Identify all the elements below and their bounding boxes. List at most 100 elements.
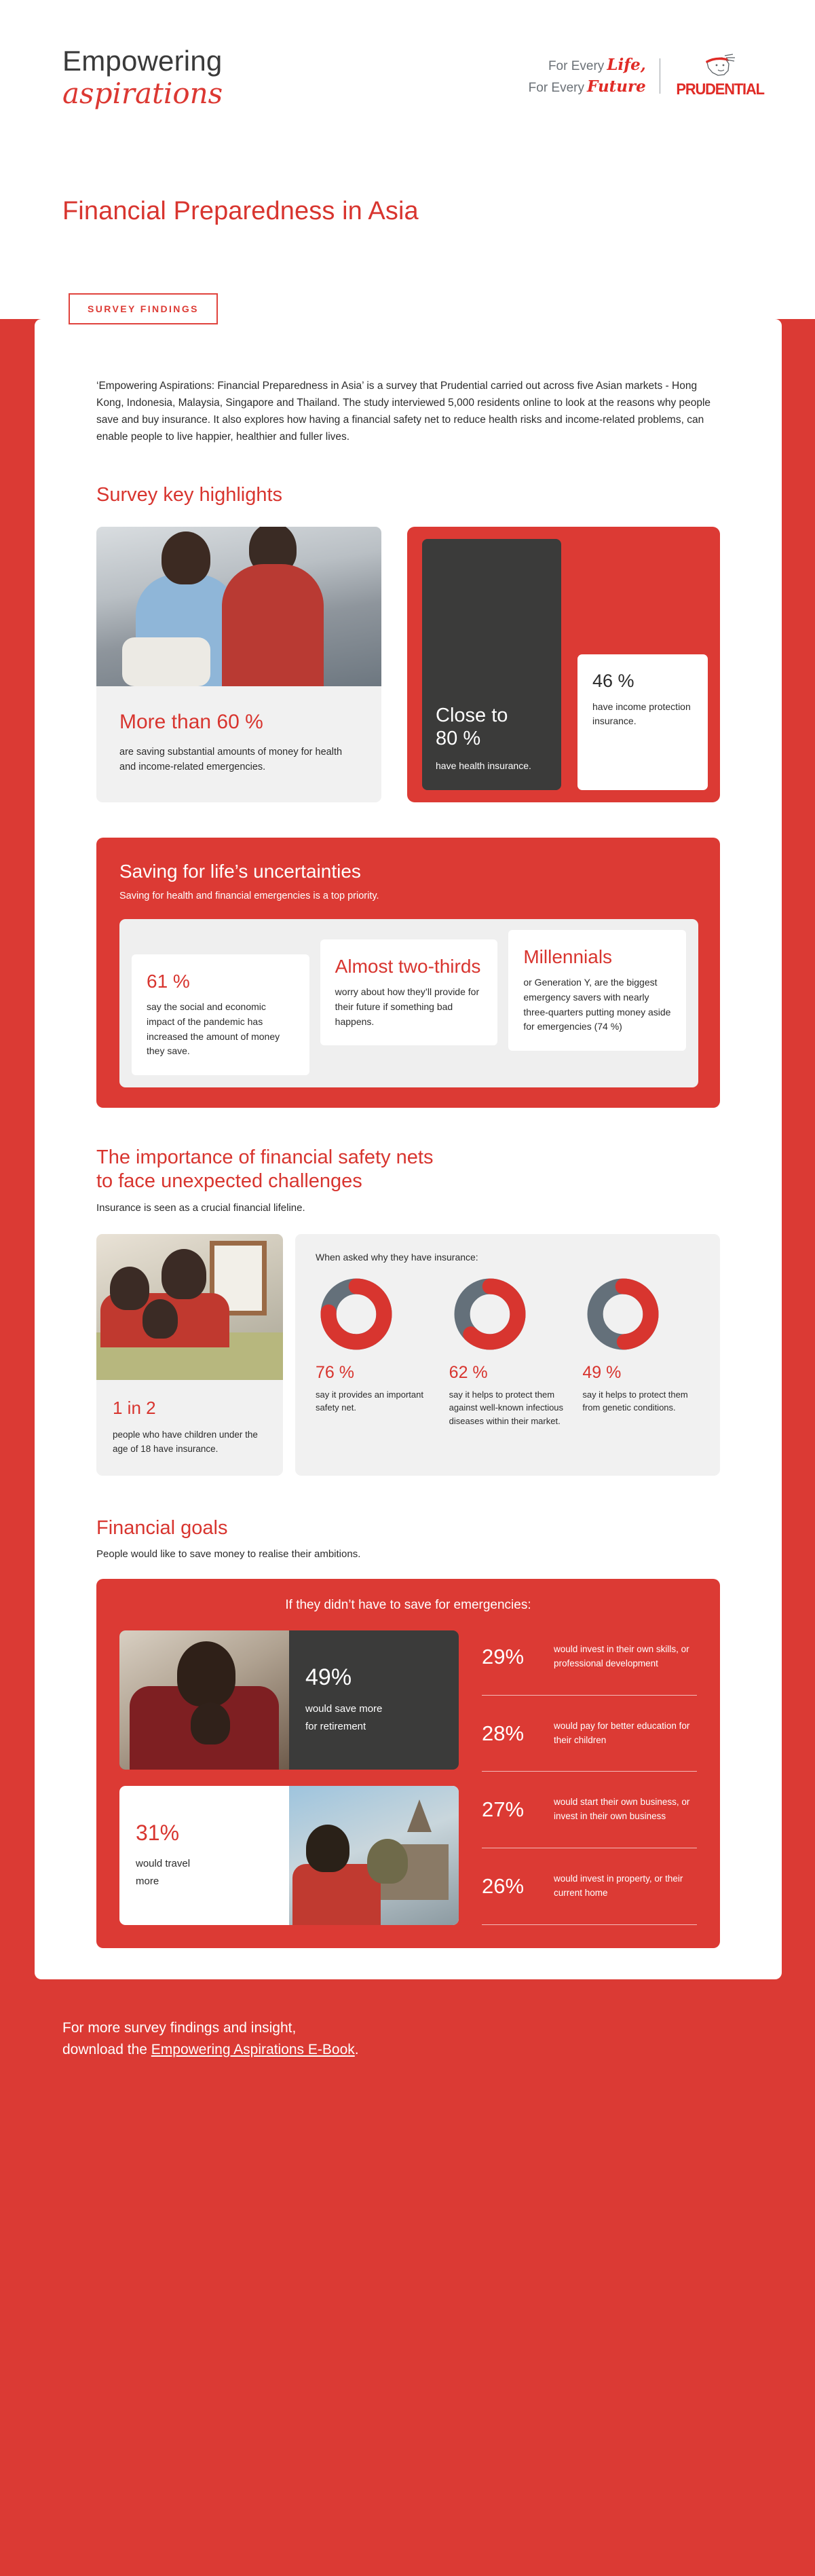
saving-red-panel: Saving for life’s uncertainties Saving f… (96, 837, 720, 1108)
stat-more-than-60-caption: are saving substantial amounts of money … (119, 746, 343, 773)
donut-annotation-49: say it helps to protect them from geneti… (582, 1389, 688, 1413)
photo-mother-two-children (96, 1233, 283, 1380)
goal-description: would invest in their own skills, or pro… (554, 1643, 689, 1668)
tagline-row-2: For Every Future (529, 76, 646, 97)
saving-card-text: or Generation Y, are the biggest emergen… (523, 977, 671, 1032)
donut-chart-item: 76 % say it provides an important safety… (316, 1277, 434, 1428)
goal-list-item: 29% would invest in their own skills, or… (482, 1633, 697, 1681)
goal-percent: 29% (482, 1644, 525, 1668)
donut-svg-76 (320, 1278, 392, 1350)
decor-head-child-2 (143, 1299, 178, 1339)
decor-head-right (249, 526, 297, 574)
stat-1-in-2: 1 in 2 (113, 1397, 156, 1418)
stat-1-in-2-caption: people who have children under the age o… (113, 1429, 258, 1454)
saving-card-stat: 61 % (147, 970, 190, 992)
photo-two-men-phone (96, 526, 381, 686)
goal-divider (482, 1694, 697, 1696)
donut-label-76: 76 % (316, 1362, 354, 1382)
highlights-section: Survey key highlights More than 60 % are… (35, 445, 782, 802)
goals-list: 29% would invest in their own skills, or… (482, 1630, 697, 1925)
saving-card: Millennials or Generation Y, are the big… (508, 929, 687, 1051)
survey-findings-badge: SURVEY FINDINGS (69, 293, 218, 324)
donut-label-49: 49 % (582, 1362, 622, 1382)
page-header: Empowering aspirations For Every Life, Fo… (0, 0, 815, 278)
donut-chart-62 (453, 1277, 527, 1351)
goal-list-item: 28% would pay for better education for t… (482, 1710, 697, 1757)
donut-annotation-76: say it provides an important safety net. (316, 1389, 423, 1413)
goal-description: would invest in property, or their curre… (554, 1873, 683, 1898)
saving-card-stat: Almost two-thirds (335, 955, 481, 977)
highlight-card-income-protection: 46 % have income protection insurance. (577, 654, 708, 790)
highlight-red-panel: Close to 80 % have health insurance. 46 … (407, 526, 720, 802)
donut-label-62: 62 % (449, 1362, 488, 1382)
goals-subheading: People would like to save money to reali… (96, 1548, 361, 1560)
stat-31-caption: would travel more (136, 1855, 273, 1890)
intro-paragraph: ‘Empowering Aspirations: Financial Prepa… (96, 380, 711, 443)
prudential-logo: PRUDENTIAL (674, 53, 766, 98)
safety-heading-line1: The importance of financial safety nets (96, 1146, 434, 1168)
page-title: Financial Preparedness in Asia (62, 197, 419, 225)
stat-49-line1: would save more (305, 1703, 383, 1715)
safety-card-family-body: 1 in 2 people who have children under th… (96, 1380, 283, 1476)
safety-nets-section: The importance of financial safety nets … (35, 1108, 782, 1476)
donut-chart-item: 49 % say it helps to protect them from g… (582, 1277, 701, 1428)
stat-31-travel: 31% (136, 1821, 180, 1846)
goals-heading: Financial goals (96, 1516, 228, 1539)
tagline-plain-1: For Every (548, 59, 605, 74)
goal-percent: 28% (482, 1721, 525, 1745)
goal-percent: 27% (482, 1797, 525, 1822)
goals-grid: 49% would save more for retirement 31% (119, 1630, 697, 1925)
saving-heading: Saving for life’s uncertainties (119, 860, 361, 882)
stat-close-to-label: Close to (436, 705, 508, 727)
financial-goals-section: Financial goals People would like to sav… (35, 1476, 782, 1948)
insurance-reasons-panel: When asked why they have insurance: 76 %… (295, 1233, 720, 1476)
footer-line-1: For more survey findings and insight, (62, 2019, 297, 2036)
saving-subheading: Saving for health and financial emergenc… (119, 890, 379, 901)
stat-46-caption: have income protection insurance. (592, 701, 691, 726)
tagline-emph-future: Future (587, 77, 646, 96)
stat-31-line1: would travel (136, 1858, 191, 1870)
stat-46-percent: 46 % (592, 670, 634, 691)
decor-head-person-2 (367, 1838, 408, 1884)
saving-card: Almost two-thirds worry about how they’l… (320, 939, 498, 1046)
goal-divider (482, 1924, 697, 1925)
decor-head-child (191, 1702, 230, 1745)
main-content-card: SURVEY FINDINGS ‘Empowering Aspirations:… (35, 293, 782, 1979)
tagline-emph-life: Life, (607, 56, 646, 75)
footer-suffix: . (354, 2042, 359, 2058)
donut-svg-62 (454, 1278, 526, 1350)
stat-80-percent: 80 % (436, 728, 481, 750)
highlights-heading: Survey key highlights (96, 484, 283, 506)
decor-head-left (162, 531, 210, 584)
goal-card-travel-body: 31% would travel more (119, 1786, 289, 1925)
highlight-card-saving: More than 60 % are saving substantial am… (96, 526, 381, 802)
goal-percent: 26% (482, 1873, 525, 1898)
saving-section: Saving for life’s uncertainties Saving f… (35, 802, 782, 1108)
stat-more-than-60: More than 60 % (119, 710, 263, 733)
safety-subheading: Insurance is seen as a crucial financial… (96, 1201, 305, 1214)
brand-lockup: Empowering aspirations (62, 45, 223, 111)
donut-svg-49 (587, 1278, 659, 1350)
footer-line-2: download the Empowering Aspirations E-Bo… (62, 2039, 815, 2061)
goals-red-panel: If they didn’t have to save for emergenc… (96, 1578, 720, 1948)
red-background: SURVEY FINDINGS ‘Empowering Aspirations:… (0, 293, 815, 2576)
brand-line-aspirations: aspirations (62, 77, 223, 111)
goal-description: would pay for better education for their… (554, 1720, 690, 1745)
decor-head-child-1 (110, 1266, 149, 1310)
decor-spire (407, 1799, 432, 1833)
donut-chart-row: 76 % say it provides an important safety… (316, 1277, 701, 1428)
decor-head-mother (162, 1248, 206, 1299)
donut-chart-item: 62 % say it helps to protect them agains… (449, 1277, 568, 1428)
saving-card-text: worry about how they’ll provide for thei… (335, 986, 480, 1027)
ebook-link[interactable]: Empowering Aspirations E-Book (151, 2042, 355, 2058)
highlight-card-saving-body: More than 60 % are saving substantial am… (96, 686, 381, 802)
stat-49-line2: for retirement (305, 1720, 366, 1732)
safety-card-family: 1 in 2 people who have children under th… (96, 1233, 283, 1476)
photo-couple-selfie-travel (289, 1785, 459, 1925)
decor-plaid-shirt (292, 1863, 381, 1925)
insurance-question-label: When asked why they have insurance: (316, 1251, 478, 1263)
goals-left-column: 49% would save more for retirement 31% (119, 1630, 459, 1925)
goal-divider (482, 1771, 697, 1772)
brand-line-empowering: Empowering (62, 45, 223, 77)
prudential-wordmark: PRUDENTIAL (676, 80, 765, 98)
